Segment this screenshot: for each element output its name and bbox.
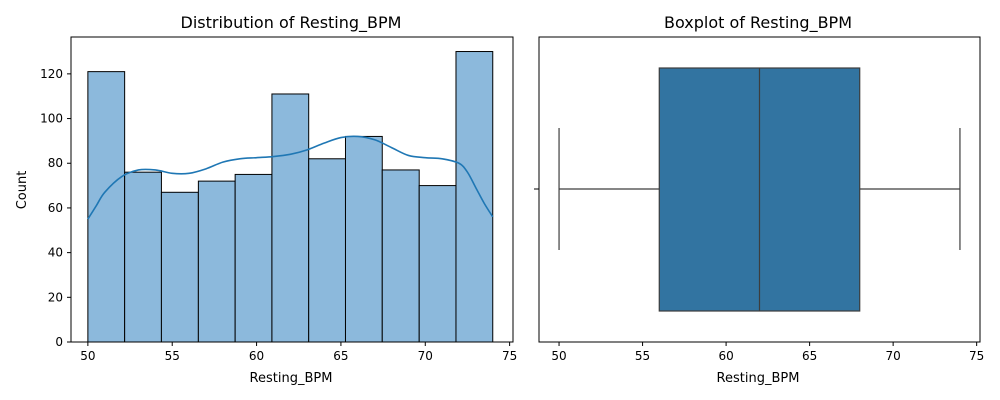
histogram-bar	[197, 180, 236, 343]
boxplot-x-tick-label: 75	[969, 349, 984, 363]
histogram-bar	[234, 173, 273, 343]
boxplot-x-tick-label: 50	[551, 349, 566, 363]
boxplot-x-ticks: 50 55 60 65 70 75	[551, 342, 984, 363]
histogram-y-tick-label: 20	[48, 290, 63, 304]
histogram-x-tick-label: 70	[418, 349, 433, 363]
histogram-y-axis-label: Count	[15, 171, 30, 210]
histogram-y-tick-label: 60	[48, 201, 63, 215]
histogram-bar	[418, 185, 457, 343]
boxplot-x-tick-label: 60	[718, 349, 733, 363]
boxplot-chart: Boxplot of Resting_BPM 50 55 60 65 70 75 Rest…	[534, 13, 984, 386]
histogram-x-tick-label: 50	[80, 349, 95, 363]
histogram-y-tick-label: 80	[48, 156, 63, 170]
histogram-bar	[160, 191, 199, 343]
histogram-y-tick-label: 120	[40, 67, 63, 81]
histogram-x-tick-label: 65	[333, 349, 348, 363]
boxplot-title: Boxplot of Resting_BPM	[664, 13, 852, 33]
histogram-bar	[344, 135, 383, 343]
histogram-x-tick-label: 60	[249, 349, 264, 363]
boxplot-x-axis-label: Resting_BPM	[717, 371, 800, 386]
boxplot-x-tick-label: 65	[802, 349, 817, 363]
histogram-y-tick-label: 40	[48, 246, 63, 260]
histogram-bar	[124, 171, 162, 343]
histogram-bar	[271, 93, 310, 343]
histogram-y-tick-label: 0	[55, 335, 63, 349]
kde-line	[87, 135, 494, 220]
histogram-y-tick-label: 100	[40, 112, 63, 126]
histogram-bars	[87, 51, 494, 343]
histogram-x-tick-label: 55	[165, 349, 180, 363]
histogram-y-ticks: 0 20 40 60 80 100 120	[40, 67, 71, 349]
boxplot-shapes	[558, 67, 961, 312]
histogram-bar	[455, 51, 494, 343]
histogram-frame	[70, 36, 514, 343]
histogram-x-axis-label: Resting_BPM	[250, 371, 333, 386]
boxplot-x-tick-label: 55	[635, 349, 650, 363]
histogram-x-ticks: 50 55 60 65 70 75	[80, 342, 517, 363]
boxplot-x-tick-label: 70	[885, 349, 900, 363]
boxplot-frame	[538, 36, 981, 343]
histogram-title: Distribution of Resting_BPM	[181, 13, 402, 33]
histogram-bar	[308, 158, 346, 343]
histogram-bar	[87, 71, 126, 343]
histogram-chart: Distribution of Resting_BPM 50 55 60 65 70 75…	[15, 13, 517, 386]
histogram-x-tick-label: 75	[502, 349, 517, 363]
histogram-bar	[381, 169, 420, 343]
